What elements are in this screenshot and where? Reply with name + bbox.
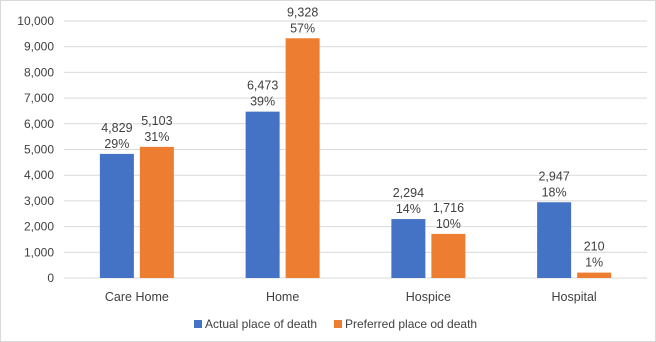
- legend-label: Actual place of death: [205, 317, 317, 331]
- y-tick-label: 2,000: [24, 220, 54, 234]
- data-label-value: 1,716: [433, 201, 464, 215]
- data-labels: 4,829 29% 5,103 31% 6,473 39% 9,328 57% 2,294 14%…: [101, 5, 604, 269]
- x-category-label: Home: [266, 290, 299, 304]
- data-label-percent: 1%: [585, 256, 603, 270]
- data-label-value: 5,103: [141, 114, 172, 128]
- legend: Actual place of death Preferred place od …: [194, 317, 477, 331]
- legend-swatch: [194, 320, 202, 328]
- y-tick-label: 1,000: [24, 245, 54, 259]
- y-tick-label: 9,000: [24, 40, 54, 54]
- bar-hospice-preferred: [431, 233, 466, 278]
- bar-home-preferred: [285, 38, 320, 278]
- y-tick-label: 4,000: [24, 168, 54, 182]
- data-label-percent: 10%: [436, 217, 461, 231]
- data-label-percent: 14%: [396, 202, 421, 216]
- data-label-percent: 31%: [144, 130, 169, 144]
- bar-care-home-actual: [99, 153, 134, 278]
- x-category-label: Hospital: [552, 290, 597, 304]
- data-label-value: 4,829: [101, 121, 132, 135]
- y-tick-label: 5,000: [24, 143, 54, 157]
- data-label-value: 210: [584, 240, 605, 254]
- data-label-value: 2,947: [538, 169, 569, 183]
- y-tick-label: 7,000: [24, 91, 54, 105]
- y-tick-label: 10,000: [17, 14, 54, 28]
- y-axis-ticks: 0 1,000 2,000 3,000 4,000 5,000 6,000 7,000 8,00…: [17, 14, 54, 285]
- data-label-percent: 18%: [542, 185, 567, 199]
- data-label-value: 9,328: [287, 5, 318, 19]
- bar-home-actual: [245, 111, 280, 279]
- y-tick-label: 6,000: [24, 117, 54, 131]
- bar-hospital-preferred: [577, 272, 612, 278]
- legend-label: Preferred place od death: [345, 317, 477, 331]
- x-axis-categories: Care Home Home Hospice Hospital: [105, 290, 597, 304]
- x-category-label: Hospice: [406, 290, 451, 304]
- data-label-value: 2,294: [393, 186, 424, 200]
- data-label-percent: 57%: [290, 21, 315, 35]
- x-category-label: Care Home: [105, 290, 169, 304]
- y-tick-label: 8,000: [24, 65, 54, 79]
- data-label-percent: 39%: [250, 95, 275, 109]
- data-label-percent: 29%: [104, 137, 129, 151]
- y-tick-label: 3,000: [24, 194, 54, 208]
- bar-care-home-preferred: [139, 146, 174, 278]
- data-label-value: 6,473: [247, 79, 278, 93]
- bars: [99, 38, 612, 279]
- bar-hospice-actual: [391, 219, 426, 278]
- bar-hospital-actual: [537, 202, 572, 278]
- y-tick-label: 0: [47, 271, 54, 285]
- legend-swatch: [334, 320, 342, 328]
